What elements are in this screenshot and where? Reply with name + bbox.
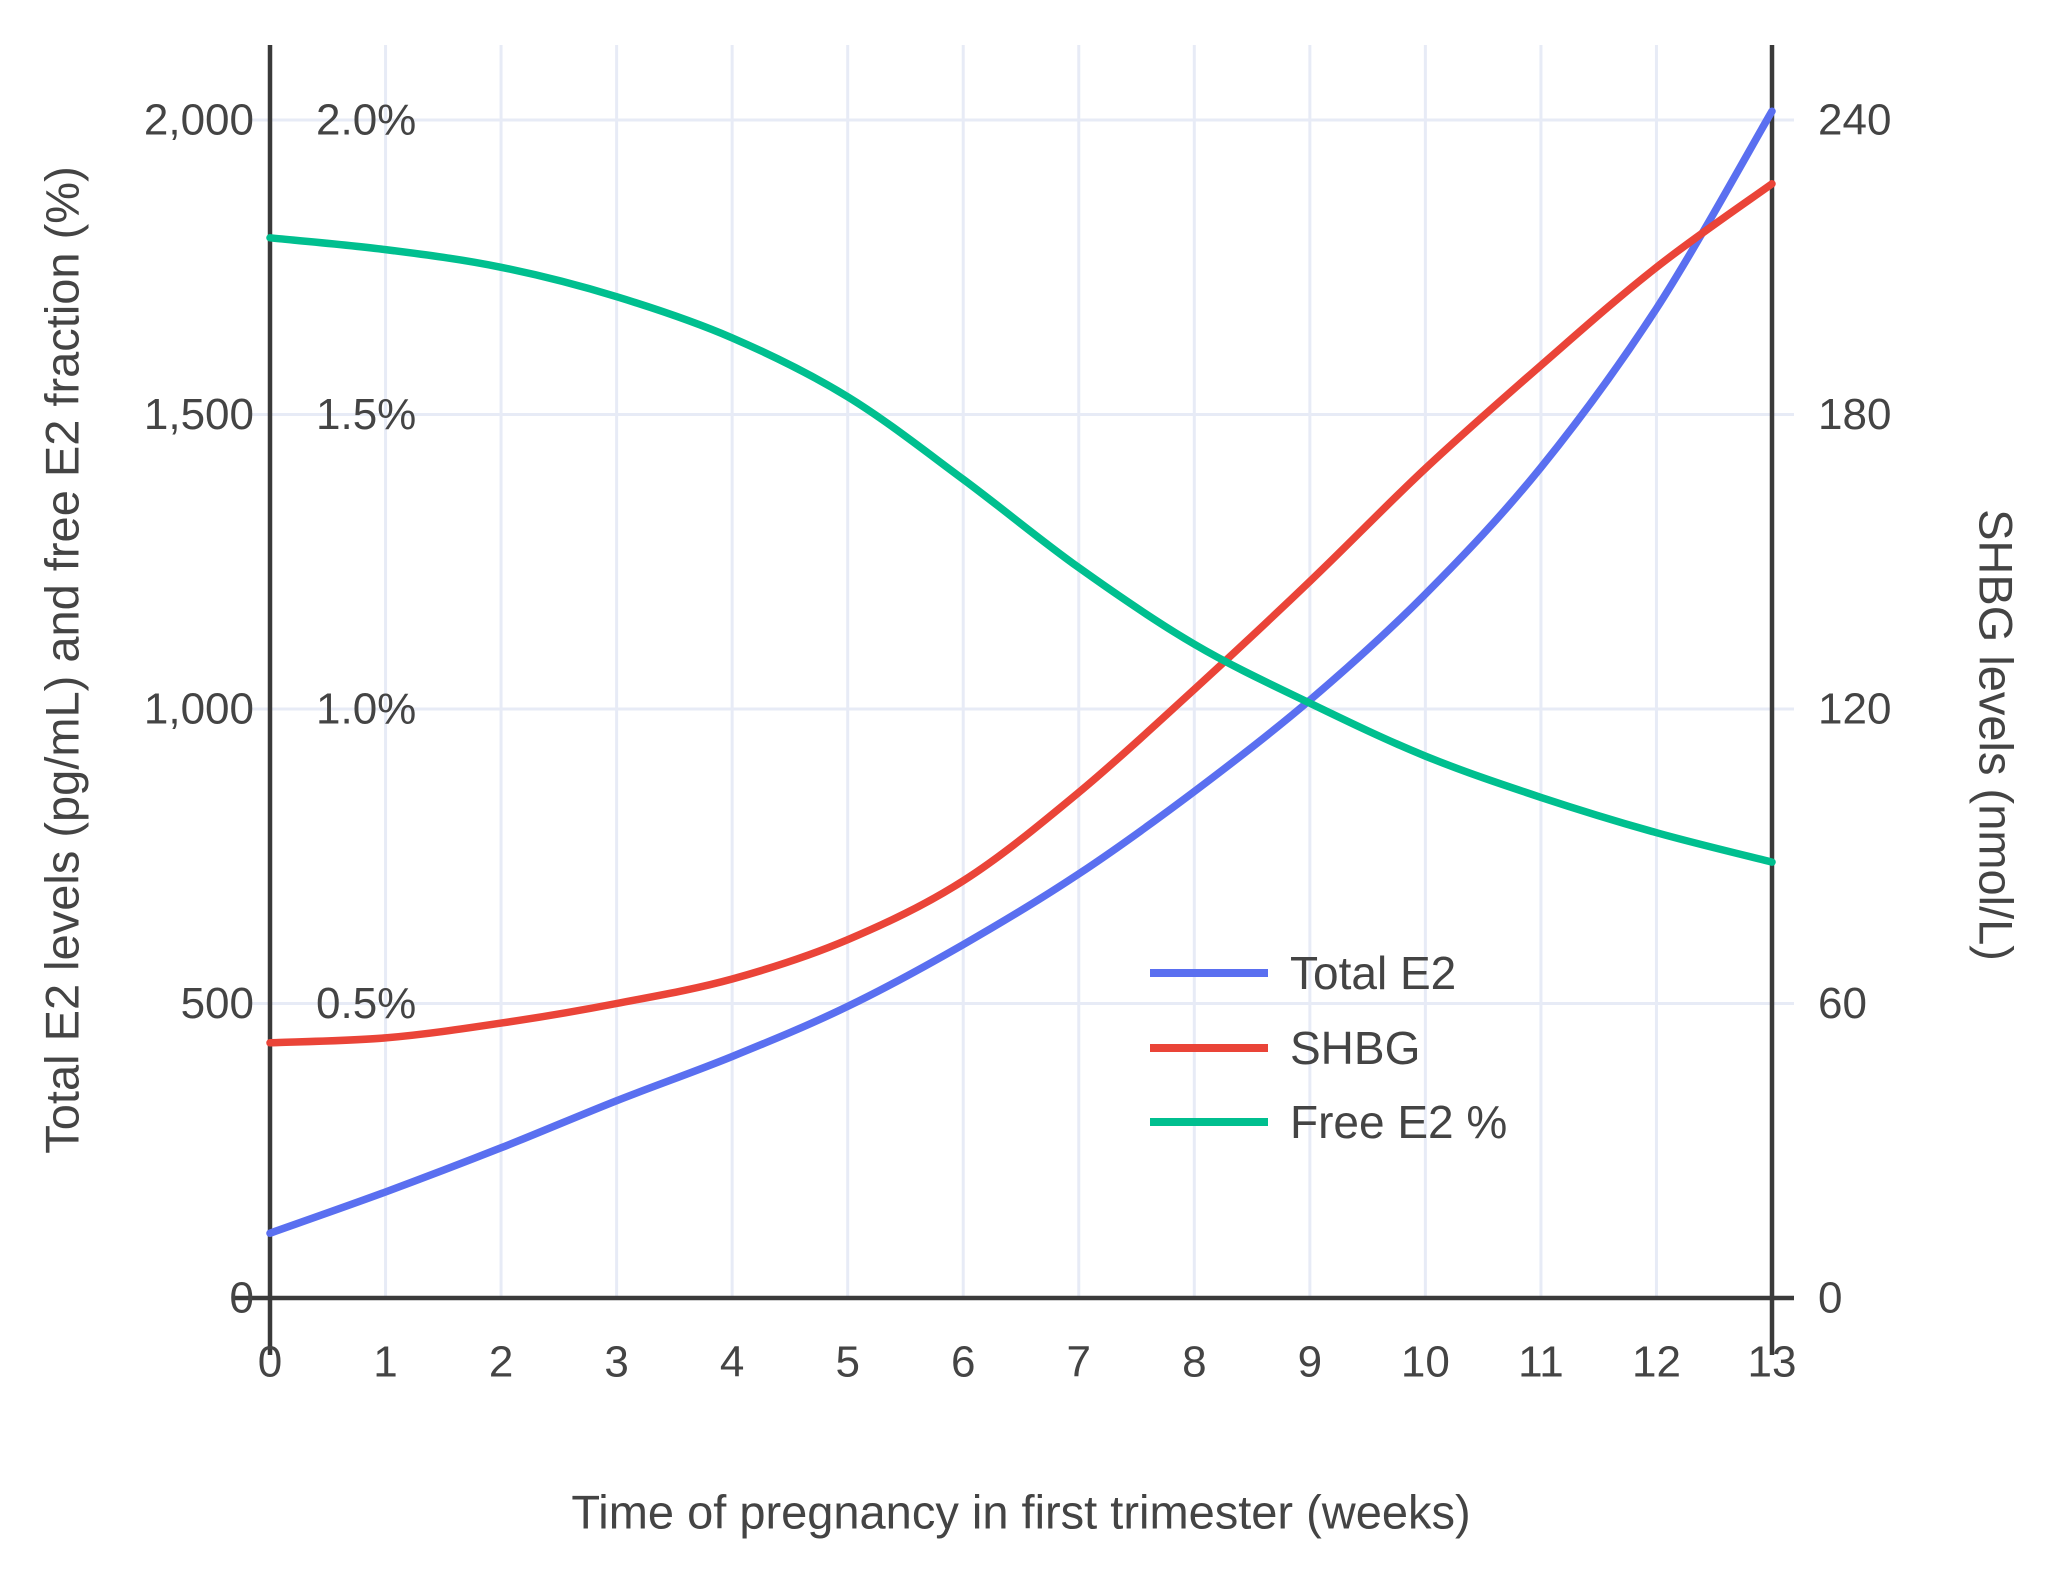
x-axis-tick-label: 0	[258, 1338, 282, 1387]
x-axis-tick-label: 5	[835, 1338, 859, 1387]
x-axis-tick-label: 7	[1067, 1338, 1091, 1387]
left-axis-tick-label: 1,500	[144, 390, 254, 439]
x-axis-tick-label: 1	[373, 1338, 397, 1387]
legend-label: Total E2	[1290, 947, 1456, 999]
legend-label: Free E2 %	[1290, 1096, 1507, 1148]
curve-total-e2[interactable]	[266, 107, 1776, 1237]
right-axis-tick-label: 180	[1818, 390, 1891, 439]
legend-item[interactable]: SHBG	[1150, 1022, 1420, 1074]
right-axis-tick-label: 0	[1818, 1274, 1842, 1323]
left-axis-title: Total E2 levels (pg/mL) and free E2 frac…	[36, 166, 89, 1153]
x-axis-tick-label: 3	[604, 1338, 628, 1387]
legend-item[interactable]: Total E2	[1150, 947, 1456, 999]
x-axis-title: Time of pregnancy in first trimester (we…	[571, 1486, 1470, 1539]
x-axis-tick-label: 12	[1632, 1338, 1681, 1387]
percent-tick-label: 1.5%	[316, 390, 416, 439]
legend-label: SHBG	[1290, 1022, 1420, 1074]
x-axis-tick-label: 11	[1518, 1338, 1564, 1387]
percent-tick-label: 2.0%	[316, 96, 416, 145]
left-axis-tick-label: 500	[181, 979, 254, 1028]
percent-tick-label: 1.0%	[316, 685, 416, 734]
right-axis-tick-label: 120	[1818, 685, 1891, 734]
legend: Total E2 SHBG Free E2 %	[1150, 947, 1507, 1148]
x-axis-tick-label: 8	[1182, 1338, 1206, 1387]
percent-tick-label: 0.5%	[316, 979, 416, 1028]
right-axis-tick-label: 240	[1818, 96, 1891, 145]
left-axis-tick-label: 2,000	[144, 96, 254, 145]
legend-item[interactable]: Free E2 %	[1150, 1096, 1507, 1148]
x-axis-tick-label: 10	[1401, 1338, 1450, 1387]
curve-free-e2[interactable]	[266, 234, 1776, 866]
x-axis-tick-label: 6	[951, 1338, 975, 1387]
x-axis-tick-label: 2	[489, 1338, 513, 1387]
x-axis-tick-label: 9	[1298, 1338, 1322, 1387]
left-axis-tick-label: 0	[230, 1274, 254, 1323]
left-axis-tick-label: 1,000	[144, 685, 254, 734]
curve-shbg[interactable]	[266, 180, 1776, 1047]
x-axis-tick-label: 13	[1748, 1338, 1797, 1387]
x-axis-tick-label: 4	[720, 1338, 744, 1387]
right-axis-title: SHBG levels (nmol/L)	[1970, 509, 2023, 961]
right-axis-tick-label: 60	[1818, 979, 1867, 1028]
